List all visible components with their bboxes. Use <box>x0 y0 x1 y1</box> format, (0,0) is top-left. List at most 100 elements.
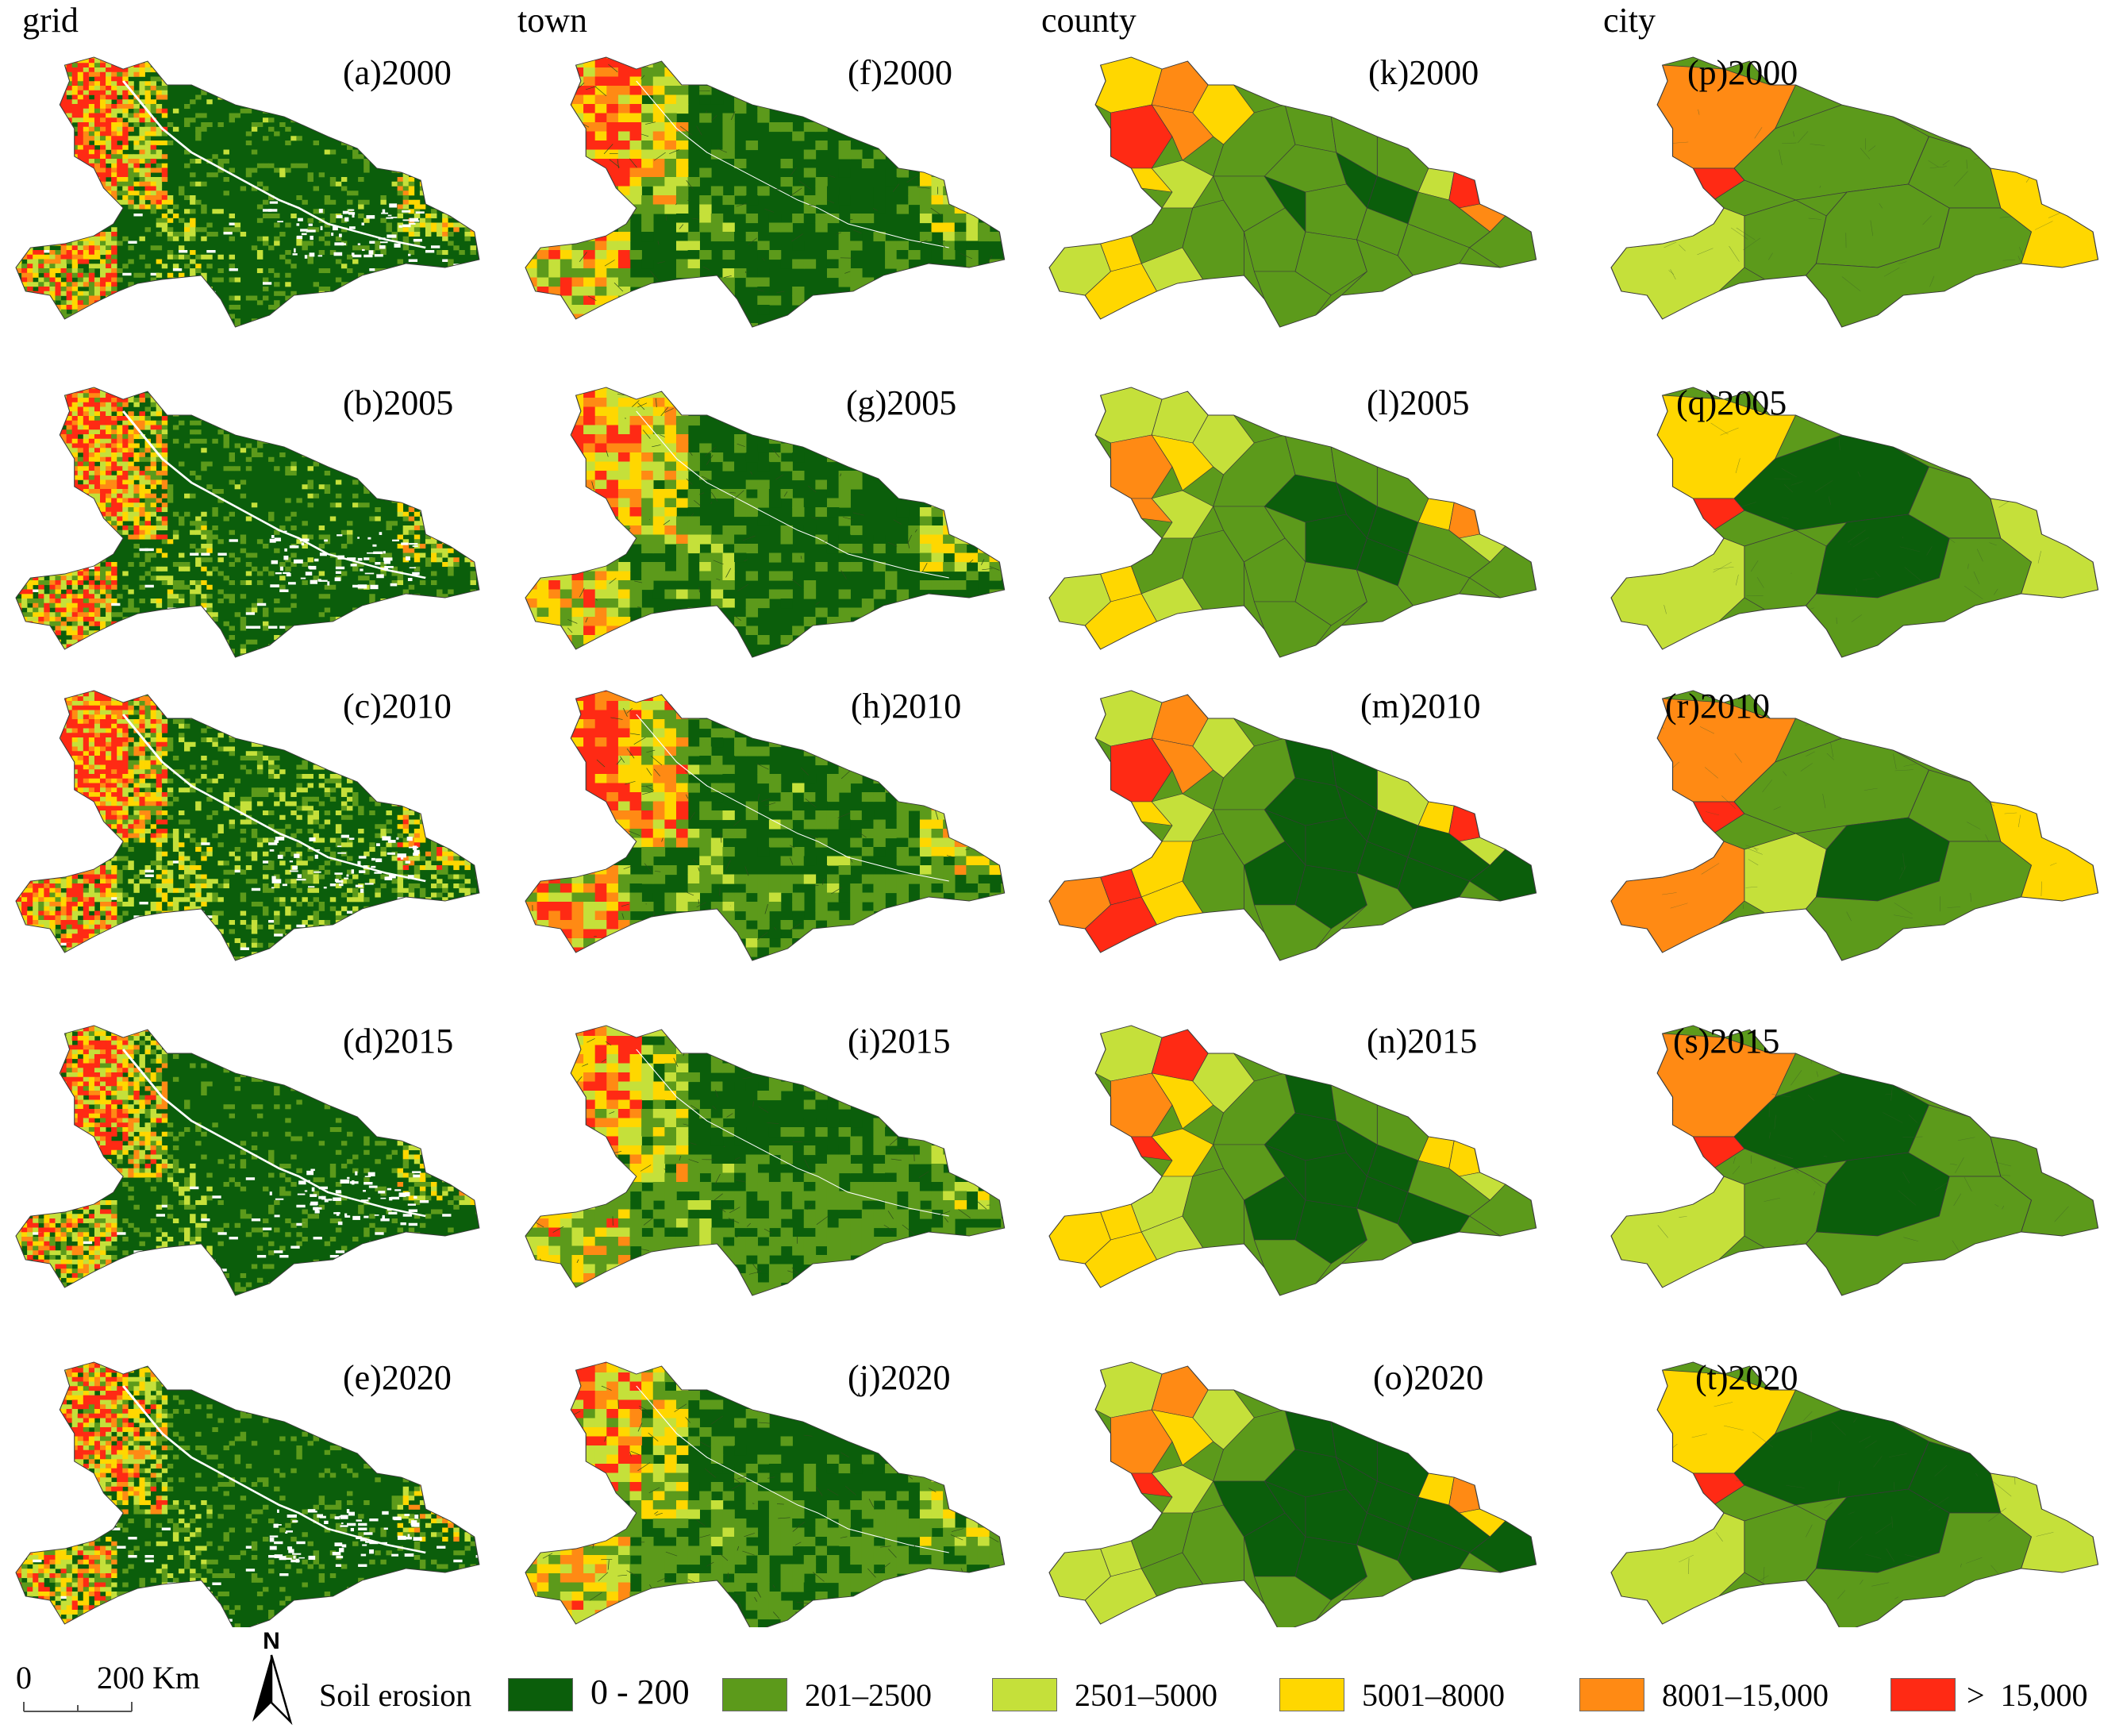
town-unit <box>710 149 724 160</box>
grid-cell <box>117 76 123 82</box>
town-unit <box>606 76 619 87</box>
town-boundary <box>556 197 569 206</box>
grid-cell <box>49 159 56 164</box>
grid-cell <box>16 86 22 91</box>
town-unit <box>699 295 712 306</box>
grid-cell <box>268 456 275 462</box>
grid-cell <box>117 448 123 453</box>
grid-cell <box>437 544 443 549</box>
town-unit <box>537 295 549 306</box>
grid-cell <box>229 539 238 542</box>
grid-cell <box>33 272 39 278</box>
grid-cell <box>212 566 218 572</box>
grid-cell <box>60 199 67 205</box>
grid-cell <box>459 466 465 472</box>
grid-cell <box>83 562 90 568</box>
grid-cell <box>229 94 236 100</box>
grid-cell <box>111 58 117 64</box>
grid-cell <box>453 76 460 82</box>
town-unit <box>989 76 1002 87</box>
grid-cell <box>106 181 112 187</box>
grid-cell <box>363 557 373 560</box>
town-unit <box>629 277 642 287</box>
town-unit <box>606 86 619 96</box>
grid-cell <box>324 314 334 317</box>
town-unit <box>977 67 990 78</box>
grid-cell <box>369 144 375 150</box>
grid-cell <box>106 425 112 430</box>
grid-cell <box>88 245 95 251</box>
town-unit <box>560 167 573 178</box>
grid-cell <box>27 379 33 384</box>
grid-cell <box>262 241 269 246</box>
town-unit <box>954 104 967 114</box>
grid-cell <box>448 548 454 553</box>
grid-cell <box>425 222 432 228</box>
grid-cell <box>431 314 437 319</box>
grid-cell <box>55 204 61 210</box>
grid-cell <box>38 177 44 183</box>
grid-cell <box>453 195 460 201</box>
town-unit <box>966 149 979 160</box>
grid-cell <box>262 71 269 77</box>
town-unit <box>548 323 561 327</box>
town-unit <box>617 149 631 160</box>
grid-cell <box>66 282 73 287</box>
grid-cell <box>16 498 22 503</box>
grid-cell <box>117 58 123 64</box>
grid-cell <box>475 552 479 558</box>
town-unit <box>548 94 561 105</box>
grid-cell <box>190 117 196 123</box>
grid-cell <box>60 471 67 476</box>
grid-cell <box>431 471 437 476</box>
town-unit <box>629 131 642 141</box>
town-unit <box>629 305 642 315</box>
grid-cell <box>128 479 134 485</box>
grid-cell <box>307 479 313 485</box>
grid-cell <box>190 552 199 556</box>
grid-cell <box>470 117 476 123</box>
grid-cell <box>448 534 454 540</box>
grid-cell <box>397 209 404 214</box>
town-unit <box>617 268 631 279</box>
grid-cell <box>318 58 325 64</box>
grid-cell <box>431 309 440 313</box>
town-unit <box>629 177 642 187</box>
grid-cell <box>156 232 163 237</box>
grid-cell <box>139 475 145 480</box>
grid-cell <box>413 159 421 164</box>
town-unit <box>722 277 735 287</box>
grid-cell <box>106 186 112 191</box>
grid-cell <box>475 222 479 228</box>
grid-cell <box>408 99 415 105</box>
town-unit <box>954 57 967 60</box>
town-boundary <box>604 260 615 267</box>
town-unit <box>617 86 631 96</box>
town-unit <box>583 177 596 187</box>
grid-cell <box>77 521 84 526</box>
town-unit <box>594 177 608 187</box>
grid-cell <box>302 163 308 168</box>
grid-cell <box>397 122 404 128</box>
grid-cell <box>44 295 50 301</box>
town-unit <box>548 122 561 133</box>
grid-cell <box>55 507 61 513</box>
grid-cell <box>94 154 101 160</box>
grid-cell <box>16 479 22 485</box>
grid-cell <box>402 195 410 201</box>
grid-cell <box>55 502 61 508</box>
grid-cell <box>402 186 410 191</box>
grid-cell <box>268 117 275 123</box>
town-unit <box>548 57 561 60</box>
grid-cell <box>60 264 67 269</box>
grid-cell <box>150 511 157 517</box>
grid-cell <box>117 484 123 490</box>
grid-cell <box>448 191 454 196</box>
grid-cell <box>279 291 286 296</box>
grid-cell <box>150 429 157 435</box>
grid-cell <box>425 456 432 462</box>
town-unit <box>699 287 712 297</box>
grid-cell <box>375 245 381 251</box>
grid-cell <box>201 402 207 407</box>
grid-cell <box>346 191 353 196</box>
